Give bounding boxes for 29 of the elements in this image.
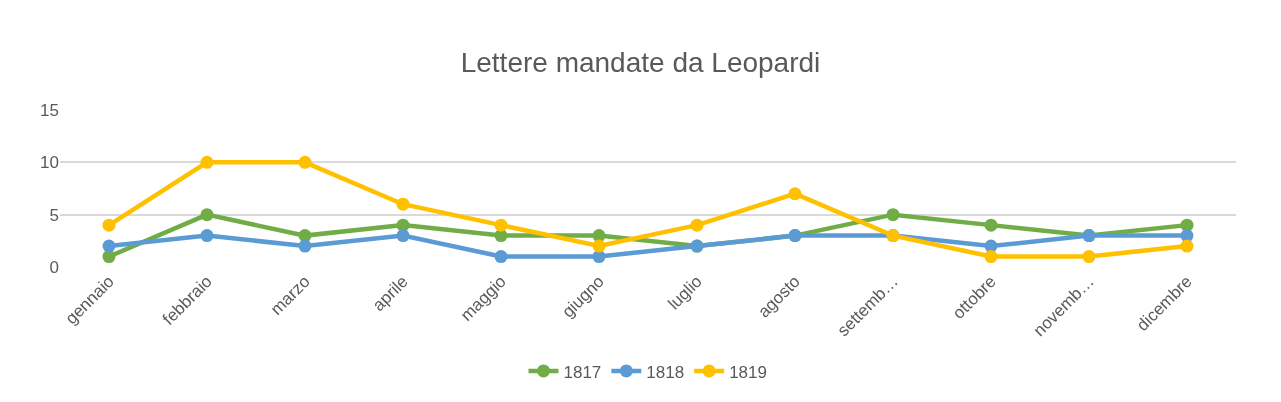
legend-label: 1818 — [646, 362, 685, 382]
point — [1180, 239, 1194, 253]
point — [102, 218, 116, 232]
point — [200, 208, 214, 222]
y-tick-label: 5 — [49, 205, 59, 225]
y-tick-label: 0 — [49, 257, 59, 277]
point — [102, 250, 116, 264]
point — [298, 239, 312, 253]
point — [200, 155, 214, 169]
point — [690, 218, 704, 232]
point — [984, 218, 998, 232]
legend-label: 1819 — [729, 362, 767, 382]
point — [886, 208, 900, 222]
point — [200, 229, 214, 243]
chart-title: Lettere mandate da Leopardi — [460, 46, 821, 78]
point — [396, 229, 410, 243]
point — [1082, 250, 1096, 264]
point — [984, 250, 998, 264]
point — [788, 187, 802, 201]
point — [396, 197, 410, 211]
y-tick-label: 10 — [40, 153, 59, 173]
point — [592, 239, 606, 253]
point — [494, 250, 508, 264]
point — [494, 218, 508, 232]
point — [592, 250, 606, 264]
point — [102, 239, 116, 253]
legend-label: 1817 — [563, 362, 602, 382]
y-tick-label: 15 — [40, 100, 59, 120]
point — [298, 155, 312, 169]
